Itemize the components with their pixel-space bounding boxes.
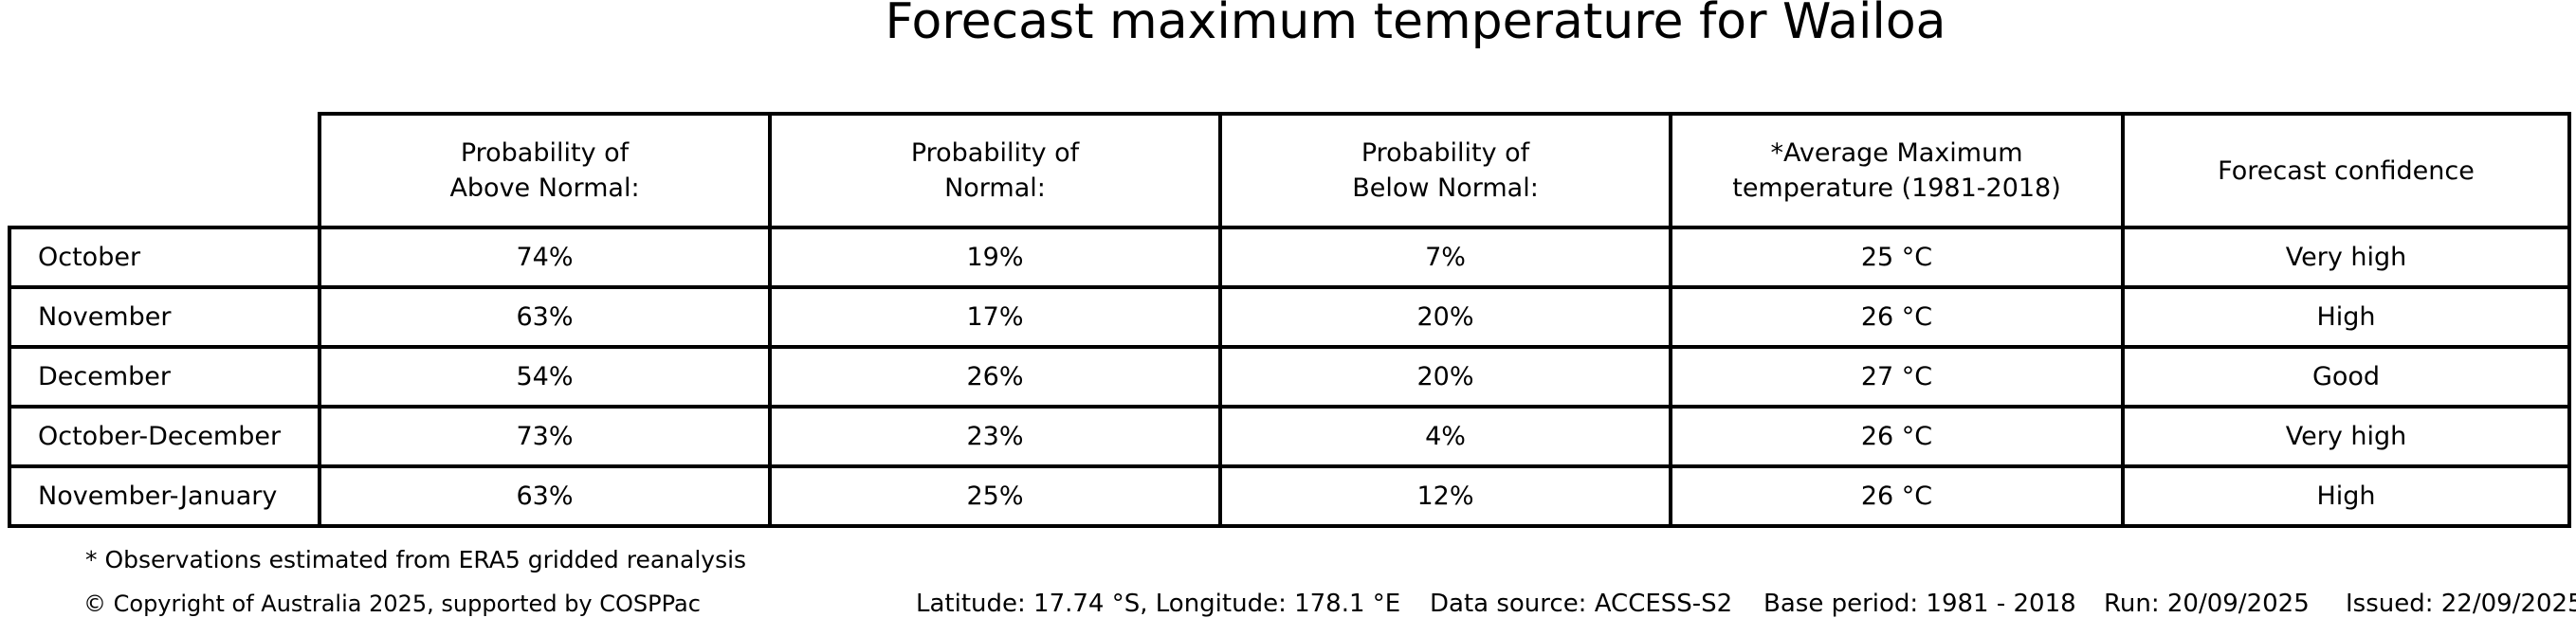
table-cell: Very high xyxy=(2121,405,2571,468)
table-cell: 25 °C xyxy=(1669,226,2125,289)
table-cell: Good xyxy=(2121,345,2571,409)
table-cell: 23% xyxy=(768,405,1222,468)
observations-footnote: * Observations estimated from ERA5 gridd… xyxy=(85,546,747,573)
table-header-row: Probability of Above Normal: Probability… xyxy=(9,112,2571,229)
row-header: October xyxy=(8,226,321,289)
table-cell: High xyxy=(2121,464,2571,528)
location-coordinates: Latitude: 17.74 °S, Longitude: 178.1 °E xyxy=(916,590,1401,618)
table-cell: 25% xyxy=(768,464,1222,528)
table-row-november: November 63% 17% 20% 26 °C High xyxy=(8,285,2571,349)
row-header: November xyxy=(8,285,321,349)
row-header: December xyxy=(8,345,321,409)
table-cell: 26 °C xyxy=(1669,405,2125,468)
table-row-november-january: November-January 63% 25% 12% 26 °C High xyxy=(8,464,2571,528)
run-date-text: Run: 20/09/2025 xyxy=(2104,590,2310,618)
table-cell: 26 °C xyxy=(1669,464,2125,528)
column-header-above-normal: Probability of Above Normal: xyxy=(318,112,772,229)
page-title: Forecast maximum temperature for Wailoa xyxy=(885,0,1946,50)
base-period-text: Base period: 1981 - 2018 xyxy=(1763,590,2076,618)
table-cell: 74% xyxy=(318,226,772,289)
row-header: October-December xyxy=(8,405,321,468)
table-row-october-december: October-December 73% 23% 4% 26 °C Very h… xyxy=(8,405,2571,468)
copyright-text: © Copyright of Australia 2025, supported… xyxy=(83,591,701,617)
column-header-below-normal: Probability of Below Normal: xyxy=(1218,112,1672,229)
table-cell: 63% xyxy=(318,464,772,528)
table-cell: 4% xyxy=(1218,405,1672,468)
data-source-text: Data source: ACCESS-S2 xyxy=(1430,590,1733,618)
table-cell: 73% xyxy=(318,405,772,468)
table-cell: 17% xyxy=(768,285,1222,349)
table-cell: 54% xyxy=(318,345,772,409)
issued-date-text: Issued: 22/09/2025 xyxy=(2346,590,2576,618)
column-header-normal: Probability of Normal: xyxy=(768,112,1222,229)
table-cell: 20% xyxy=(1218,345,1672,409)
column-header-forecast-confidence: Forecast confidence xyxy=(2121,112,2571,229)
table-cell: Very high xyxy=(2121,226,2571,289)
table-cell: 12% xyxy=(1218,464,1672,528)
column-header-average-max-temp: *Average Maximum temperature (1981-2018) xyxy=(1669,112,2125,229)
table-cell: 19% xyxy=(768,226,1222,289)
table-cell: 26 °C xyxy=(1669,285,2125,349)
table-cell: High xyxy=(2121,285,2571,349)
table-cell: 27 °C xyxy=(1669,345,2125,409)
row-header: November-January xyxy=(8,464,321,528)
table-cell: 63% xyxy=(318,285,772,349)
table-cell: 26% xyxy=(768,345,1222,409)
forecast-table: Probability of Above Normal: Probability… xyxy=(8,112,2571,528)
corner-cell xyxy=(9,114,320,227)
table-row-october: October 74% 19% 7% 25 °C Very high xyxy=(8,226,2571,289)
table-cell: 7% xyxy=(1218,226,1672,289)
table-row-december: December 54% 26% 20% 27 °C Good xyxy=(8,345,2571,409)
table-cell: 20% xyxy=(1218,285,1672,349)
